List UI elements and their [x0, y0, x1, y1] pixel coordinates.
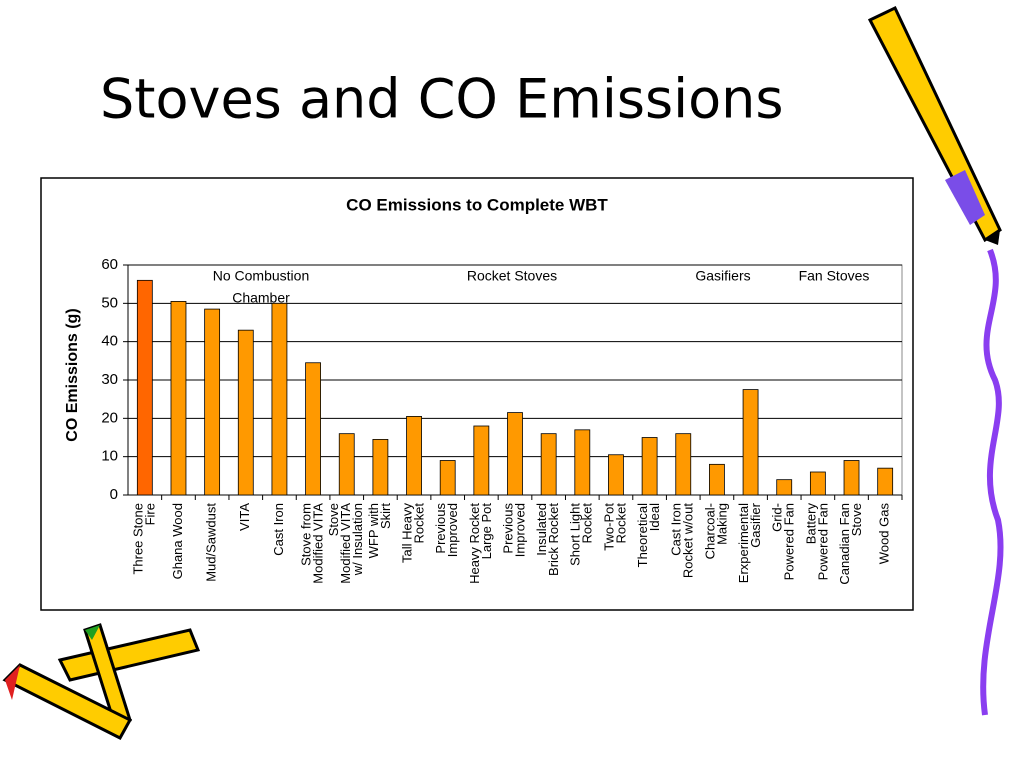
x-tick-label: Fire	[142, 503, 157, 525]
x-tick-label: Ghana Wood	[170, 503, 185, 579]
bar	[641, 437, 658, 496]
x-tick-label: Rocket	[613, 503, 628, 544]
bar	[136, 279, 153, 496]
bar	[271, 302, 288, 496]
annotation: No Combustion	[213, 268, 310, 284]
x-tick-label: Erxperimental	[736, 503, 751, 583]
x-tick-label: WFP with	[366, 503, 381, 558]
y-tick-label: 20	[101, 409, 118, 426]
bar	[540, 433, 557, 496]
x-tick-label: Rocket	[411, 503, 426, 544]
y-tick-label: 40	[101, 333, 118, 350]
bar	[305, 362, 321, 496]
x-tick-label: Battery	[803, 503, 818, 545]
x-tick-label: Two-Pot	[601, 503, 616, 551]
bar	[237, 329, 254, 496]
x-tick-label: Improved	[445, 503, 460, 557]
x-tick-label: Stove	[849, 503, 864, 536]
bar	[507, 412, 523, 496]
bar	[877, 467, 894, 496]
bar	[809, 471, 826, 496]
bar	[338, 433, 355, 496]
x-tick-label: Charcoal-	[702, 503, 717, 559]
annotation: Gasifiers	[695, 268, 750, 284]
x-tick-label: Cast Iron	[669, 503, 684, 556]
x-tick-label: Ideal	[647, 503, 662, 531]
x-tick-label: Brick Rocket	[546, 503, 561, 576]
annotation: Rocket Stoves	[467, 268, 557, 284]
bar	[675, 433, 692, 496]
bar	[170, 301, 187, 496]
y-tick-label: 30	[101, 371, 118, 388]
x-tick-label: Canadian Fan	[837, 503, 852, 585]
chart-title: CO Emissions to Complete WBT	[346, 195, 608, 214]
x-tick-label: Tall Heavy	[399, 503, 414, 563]
x-tick-label: Previous	[500, 503, 515, 554]
bar	[608, 454, 624, 496]
bar	[742, 389, 759, 496]
pencil-decoration	[2, 5, 1004, 740]
x-tick-label: Grid-	[770, 503, 785, 532]
x-tick-label: Stove	[326, 503, 341, 536]
bar	[204, 308, 221, 496]
x-tick-label: Theoretical	[635, 503, 650, 567]
x-tick-label: Stove from	[299, 503, 314, 566]
bar	[473, 425, 490, 496]
annotation: Fan Stoves	[799, 268, 870, 284]
x-tick-label: Powered Fan	[782, 503, 797, 580]
x-tick-label: VITA	[237, 503, 252, 531]
x-tick-label: Modified VITA	[338, 503, 353, 584]
y-tick-label: 50	[101, 294, 118, 311]
bar	[574, 429, 591, 496]
y-axis-label: CO Emissions (g)	[64, 308, 81, 441]
bar	[843, 460, 860, 496]
x-tick-label: Making	[714, 503, 729, 545]
x-tick-label: Previous	[433, 503, 448, 554]
x-tick-label: Rocket w/out	[681, 503, 696, 579]
x-tick-label: Heavy Rocket	[467, 503, 482, 584]
bar	[439, 460, 456, 496]
x-tick-label: Rocket	[580, 503, 595, 544]
x-tick-label: Wood Gas	[877, 503, 892, 565]
x-tick-label: Mud/Sawdust	[204, 503, 219, 582]
x-tick-label: w/ Insulation	[350, 503, 365, 576]
y-tick-label: 60	[101, 256, 118, 273]
x-tick-label: Skirt	[378, 503, 393, 529]
x-tick-label: Cast Iron	[271, 503, 286, 556]
annotation: Chamber	[232, 290, 290, 306]
y-tick-label: 0	[110, 486, 118, 503]
bar	[372, 439, 389, 496]
x-tick-label: Large Pot	[479, 503, 494, 560]
y-tick-label: 10	[101, 448, 118, 465]
x-tick-label: Powered Fan	[815, 503, 830, 580]
bar	[776, 479, 793, 496]
x-tick-label: Gasifier	[748, 502, 763, 547]
x-tick-label: Improved	[512, 503, 527, 557]
x-tick-label: Insulated	[534, 503, 549, 556]
x-tick-label: Short Light	[568, 503, 583, 566]
bar	[406, 416, 422, 496]
bar	[709, 463, 725, 496]
x-tick-label: Modified VITA	[311, 503, 326, 584]
slide-title: Stoves and CO Emissions	[100, 68, 784, 131]
x-tick-label: Three Stone	[130, 503, 145, 575]
